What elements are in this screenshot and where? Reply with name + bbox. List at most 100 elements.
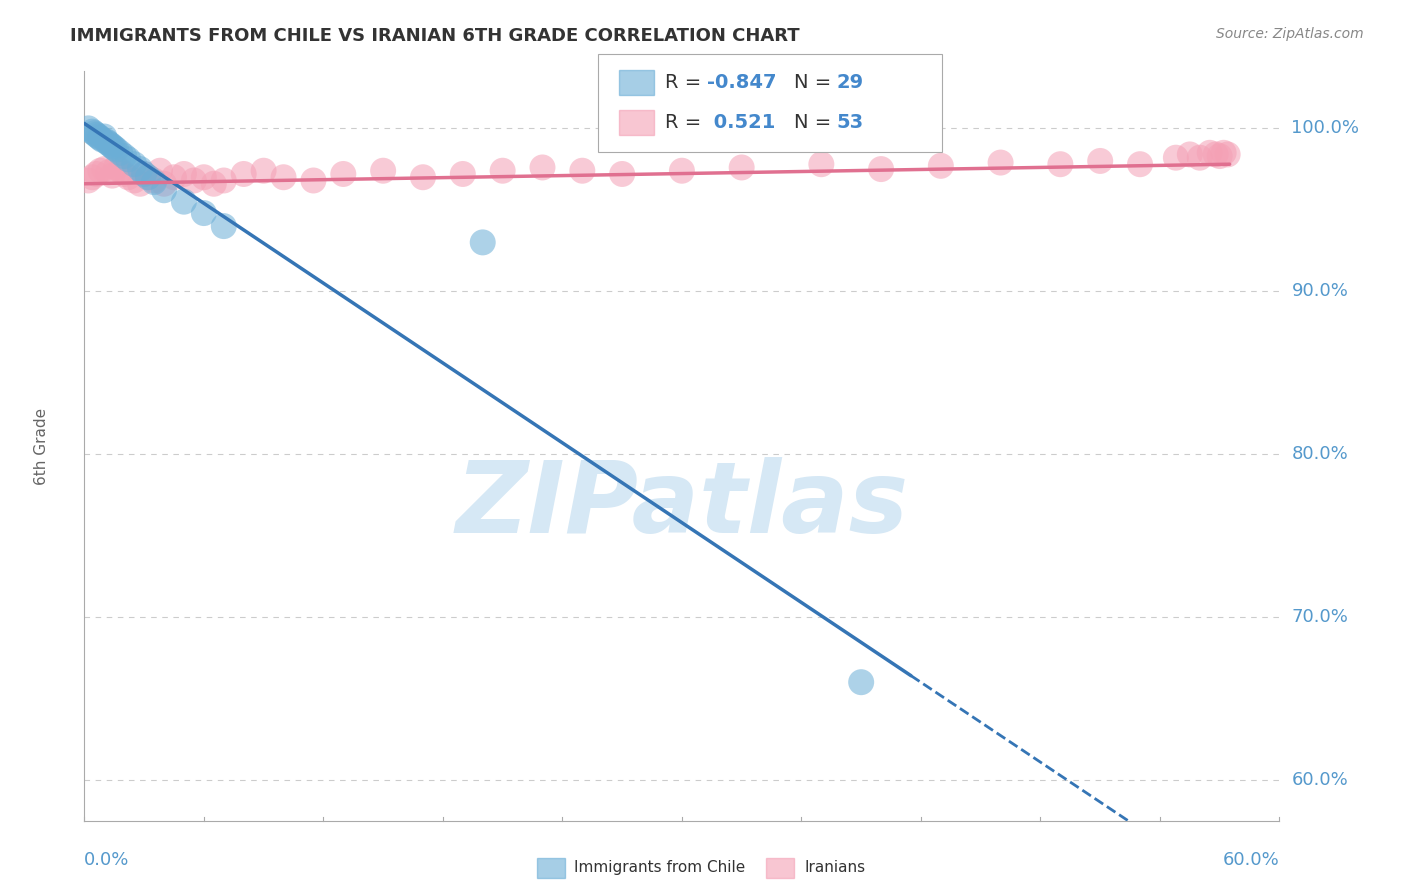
Point xyxy=(153,177,176,191)
Text: ZIPatlas: ZIPatlas xyxy=(456,458,908,555)
Point xyxy=(96,135,118,149)
Point xyxy=(132,167,156,181)
Text: 53: 53 xyxy=(837,112,863,132)
Point xyxy=(103,141,125,155)
Text: 100.0%: 100.0% xyxy=(1292,120,1360,137)
Point xyxy=(86,167,108,181)
Point xyxy=(1216,147,1239,161)
Point xyxy=(89,163,111,178)
Text: 0.0%: 0.0% xyxy=(84,851,129,869)
Point xyxy=(851,675,873,690)
Point xyxy=(143,173,166,187)
Point xyxy=(89,131,111,145)
Point xyxy=(163,170,186,185)
Point xyxy=(136,170,159,185)
Point xyxy=(193,170,215,185)
Point xyxy=(373,163,395,178)
Text: Immigrants from Chile: Immigrants from Chile xyxy=(574,860,745,874)
Point xyxy=(1205,147,1227,161)
Point xyxy=(129,177,152,191)
Point xyxy=(117,170,139,185)
Point xyxy=(93,129,115,144)
Text: 0.521: 0.521 xyxy=(707,112,776,132)
Point xyxy=(451,167,474,181)
Text: N =: N = xyxy=(794,112,838,132)
Point xyxy=(149,163,172,178)
Point xyxy=(1209,149,1232,163)
Text: 80.0%: 80.0% xyxy=(1292,445,1348,463)
Point xyxy=(117,153,139,167)
Point xyxy=(112,167,135,181)
Text: N =: N = xyxy=(794,73,838,93)
Point xyxy=(870,162,893,177)
Point xyxy=(1198,145,1220,160)
Point xyxy=(105,143,128,157)
Text: Iranians: Iranians xyxy=(804,860,865,874)
Point xyxy=(183,173,205,187)
Text: 29: 29 xyxy=(837,73,863,93)
Point xyxy=(253,163,276,178)
Text: IMMIGRANTS FROM CHILE VS IRANIAN 6TH GRADE CORRELATION CHART: IMMIGRANTS FROM CHILE VS IRANIAN 6TH GRA… xyxy=(70,27,800,45)
Text: 70.0%: 70.0% xyxy=(1292,608,1348,626)
Point xyxy=(671,163,693,178)
Point xyxy=(98,137,121,152)
Point xyxy=(82,170,104,185)
Point xyxy=(1129,157,1152,171)
Point xyxy=(1178,147,1201,161)
Point xyxy=(173,167,195,181)
Text: Source: ZipAtlas.com: Source: ZipAtlas.com xyxy=(1216,27,1364,41)
Point xyxy=(110,163,132,178)
Point xyxy=(492,163,515,178)
Point xyxy=(1212,145,1234,160)
Point xyxy=(273,170,295,185)
Point xyxy=(571,163,593,178)
Point xyxy=(153,183,176,197)
Text: R =: R = xyxy=(665,73,707,93)
Text: 90.0%: 90.0% xyxy=(1292,282,1348,301)
Text: R =: R = xyxy=(665,112,707,132)
Point xyxy=(202,177,225,191)
Point xyxy=(101,169,124,183)
Point xyxy=(97,136,120,150)
Point xyxy=(193,206,215,220)
Point xyxy=(471,235,494,250)
Point xyxy=(1049,157,1071,171)
Point xyxy=(122,157,145,171)
Point xyxy=(129,162,152,177)
Point xyxy=(110,145,132,160)
Point xyxy=(143,175,166,189)
Point xyxy=(105,161,128,175)
Point xyxy=(132,167,156,181)
Point xyxy=(1188,151,1211,165)
Point xyxy=(86,128,108,142)
Point xyxy=(173,194,195,209)
Point xyxy=(302,173,325,187)
Point xyxy=(101,139,124,153)
Point xyxy=(731,161,754,175)
Point xyxy=(332,167,354,181)
Point xyxy=(77,121,100,136)
Point xyxy=(97,165,120,179)
Point xyxy=(83,126,105,140)
Point xyxy=(77,173,100,187)
Point xyxy=(93,162,115,177)
Text: -0.847: -0.847 xyxy=(707,73,776,93)
Point xyxy=(82,125,104,139)
Text: 6th Grade: 6th Grade xyxy=(34,408,48,484)
Text: 60.0%: 60.0% xyxy=(1223,851,1279,869)
Point xyxy=(212,219,235,233)
Point xyxy=(136,170,159,185)
Point xyxy=(612,167,634,181)
Point xyxy=(87,129,110,144)
Text: 60.0%: 60.0% xyxy=(1292,771,1348,789)
Point xyxy=(212,173,235,187)
Point xyxy=(122,173,145,187)
Point xyxy=(990,155,1012,169)
Point xyxy=(412,170,434,185)
Point xyxy=(232,167,254,181)
Point xyxy=(112,149,135,163)
Point xyxy=(1164,151,1187,165)
Point xyxy=(810,157,832,171)
Point xyxy=(1090,153,1112,168)
Point xyxy=(929,159,952,173)
